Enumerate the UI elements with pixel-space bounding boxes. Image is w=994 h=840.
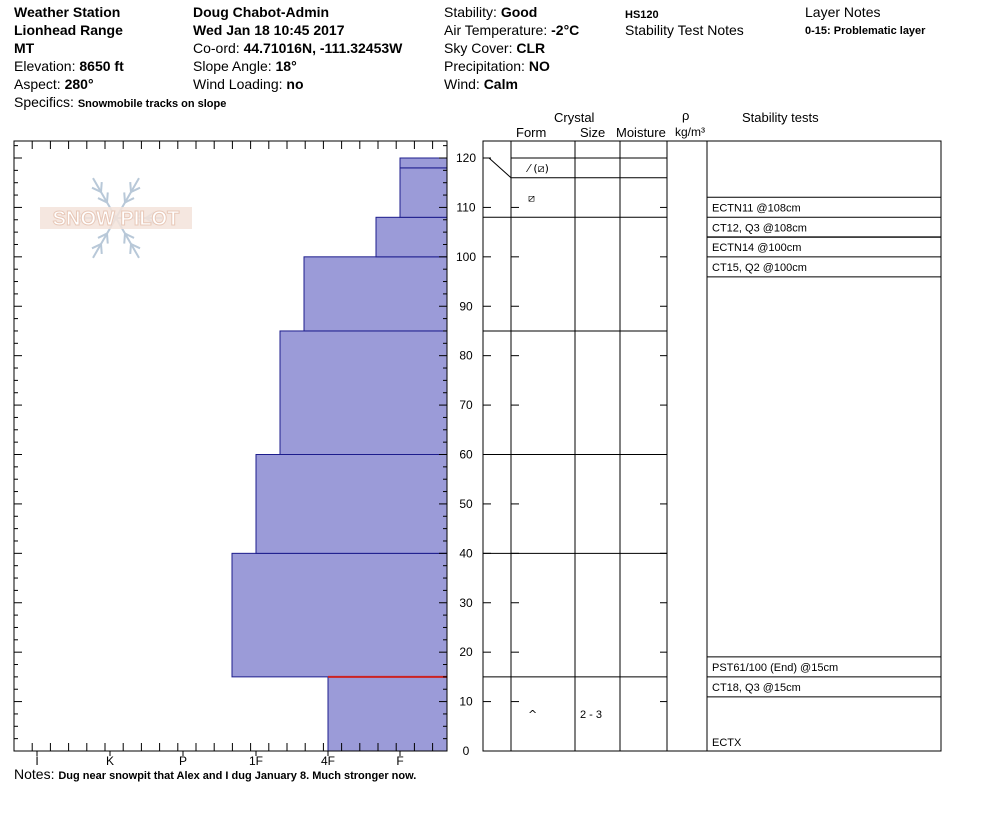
hardness-bar — [303, 256, 448, 332]
density-rho-header: ρ — [682, 108, 690, 123]
stability-test-entry: ECTN14 @100cm — [712, 242, 801, 254]
stability-test-entry: CT15, Q2 @100cm — [712, 262, 807, 274]
hardness-bar — [255, 454, 448, 554]
depth-tick-label: 80 — [459, 349, 473, 363]
hardness-tick-label: I — [35, 754, 38, 768]
aspect: Aspect: 280° — [14, 76, 94, 92]
depth-tick-label: 50 — [459, 497, 473, 511]
depth-tick-label: 0 — [463, 744, 470, 758]
air-temperature: Air Temperature: -2°C — [444, 22, 580, 38]
observation-datetime: Wed Jan 18 10:45 2017 — [193, 22, 345, 38]
snowpilot-logo: SNOW PILOT — [40, 177, 192, 259]
layer-notes-value: 0-15: Problematic layer — [805, 25, 926, 37]
depth-tick-label: 30 — [459, 596, 473, 610]
hardness-tick-label: K — [106, 754, 114, 768]
hardness-tick-label: 1F — [249, 754, 263, 768]
hardness-bar — [375, 216, 448, 258]
hs-label: HS120 — [625, 9, 659, 21]
snow-profile-chart: SNOW PILOT 0102030405060708090100110120 … — [13, 140, 942, 768]
depth-tick-label: 100 — [456, 250, 476, 264]
hardness-tick-label: F — [396, 754, 403, 768]
form-header: Form — [516, 125, 547, 140]
size-header: Size — [580, 125, 606, 140]
crystal-header: Crystal — [554, 110, 595, 125]
crystal-form: ⧄ — [528, 192, 535, 205]
depth-tick-label: 110 — [456, 200, 475, 214]
crystal-size: 2 - 3 — [580, 709, 602, 721]
elevation: Elevation: 8650 ft — [14, 58, 124, 74]
stability-test-entry: CT18, Q3 @15cm — [712, 682, 801, 694]
range-name: Lionhead Range — [14, 22, 123, 38]
hardness-bar — [279, 330, 448, 456]
hardness-bar — [399, 157, 448, 169]
hardness-bar — [231, 552, 448, 678]
density-unit-header: kg/m³ — [675, 125, 705, 139]
stability-test-entry: PST61/100 (End) @15cm — [712, 662, 838, 674]
hardness-tick-label: P — [179, 754, 187, 768]
depth-tick-label: 20 — [459, 645, 473, 659]
station-name: Weather Station — [14, 4, 121, 20]
stability-test-entry: ECTN11 @108cm — [712, 202, 801, 214]
depth-tick-label: 60 — [459, 448, 473, 462]
state: MT — [14, 40, 35, 56]
depth-axis: 0 10 20 30 40 50 60 70 80 90 100 110 120 — [456, 151, 476, 758]
specifics: Specifics: Snowmobile tracks on slope — [14, 94, 227, 110]
crystal-form: ⁄ (⧄) — [525, 162, 549, 175]
depth-tick-label: 40 — [459, 546, 473, 560]
depth-tick-label: 70 — [459, 398, 473, 412]
crystal-form: ^ — [528, 708, 537, 721]
hardness-bar — [327, 676, 448, 752]
stability-test-notes-title: Stability Test Notes — [625, 22, 744, 38]
slope-angle: Slope Angle: 18° — [193, 58, 297, 74]
stability-tests-header: Stability tests — [742, 110, 819, 125]
sky-cover: Sky Cover: CLR — [444, 40, 546, 56]
snowpilot-logo-text: SNOW PILOT — [53, 208, 180, 230]
coordinates: Co-ord: 44.71016N, -111.32453W — [193, 40, 403, 56]
stability-tests-column: ECTX PST61/100 (End) @15cm CT18, Q3 @15cm E… — [707, 196, 941, 749]
moisture-header: Moisture — [616, 125, 666, 140]
wind-loading: Wind Loading: no — [193, 76, 304, 92]
hardness-tick-label: 4F — [321, 754, 335, 768]
depth-tick-label: 10 — [459, 695, 473, 709]
precipitation: Precipitation: NO — [444, 58, 550, 74]
stability: Stability: Good — [444, 4, 538, 20]
hardness-bars — [231, 157, 448, 752]
notes: Notes: Dug near snowpit that Alex and I … — [14, 766, 417, 782]
depth-tick-label: 120 — [456, 151, 476, 165]
wind: Wind: Calm — [444, 76, 518, 92]
stability-test-entry: CT12, Q3 @108cm — [712, 222, 807, 234]
observer-name: Doug Chabot-Admin — [193, 4, 330, 20]
layer-notes-title: Layer Notes — [805, 4, 881, 20]
hardness-axis: I K P 1F 4F F — [35, 751, 404, 768]
hardness-bar — [399, 167, 448, 218]
stability-test-entry: ECTX — [712, 737, 742, 749]
profile-frame — [13, 140, 448, 752]
depth-tick-label: 90 — [459, 299, 473, 313]
crystal-table: ⁄ (⧄) ⧄ ^ 2 - 3 — [482, 140, 942, 752]
